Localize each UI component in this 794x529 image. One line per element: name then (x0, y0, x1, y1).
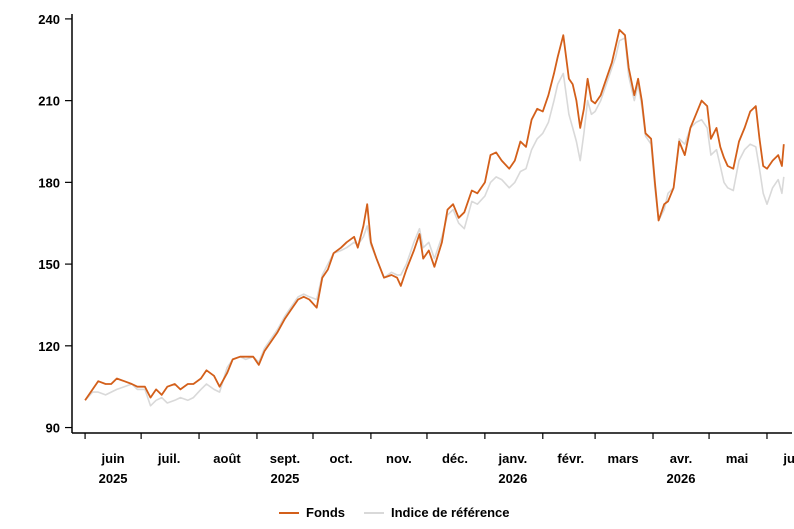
x-tick-year-label: 2025 (99, 471, 128, 486)
x-tick-label: oct. (329, 451, 352, 466)
x-tick-label: janv. (498, 451, 528, 466)
x-tick-year-label: 2026 (498, 471, 527, 486)
x-tick-label: févr. (557, 451, 584, 466)
x-tick-year-label: 2026 (667, 471, 696, 486)
y-tick-label: 210 (38, 94, 60, 109)
series-line-indice-reference (84, 37, 785, 407)
x-tick-label: août (213, 451, 241, 466)
legend: Fonds Indice de référence (279, 505, 510, 520)
x-tick-label: sept. (270, 451, 300, 466)
x-tick-label: nov. (386, 451, 412, 466)
x-tick-label: avr. (670, 451, 692, 466)
x-tick-label: mai (726, 451, 748, 466)
x-tick-label: juin (782, 451, 794, 466)
legend-label: Indice de référence (391, 505, 510, 520)
legend-label: Fonds (306, 505, 345, 520)
y-tick-label: 120 (38, 339, 60, 354)
x-tick-label: juin (101, 451, 125, 466)
y-tick-label: 180 (38, 175, 60, 190)
y-tick-label: 150 (38, 257, 60, 272)
series-line-fonds (84, 28, 785, 401)
y-tick-label: 240 (38, 12, 60, 27)
axes-layer: 90 120 150 180 210 240 juin 2025 juil. août sept. 2… (38, 12, 794, 486)
x-tick-label: mars (608, 451, 639, 466)
x-tick-label: juil. (157, 451, 180, 466)
series-layer (84, 28, 785, 407)
y-tick-label: 90 (46, 421, 60, 436)
x-tick-label: déc. (442, 451, 468, 466)
x-tick-year-label: 2025 (270, 471, 299, 486)
